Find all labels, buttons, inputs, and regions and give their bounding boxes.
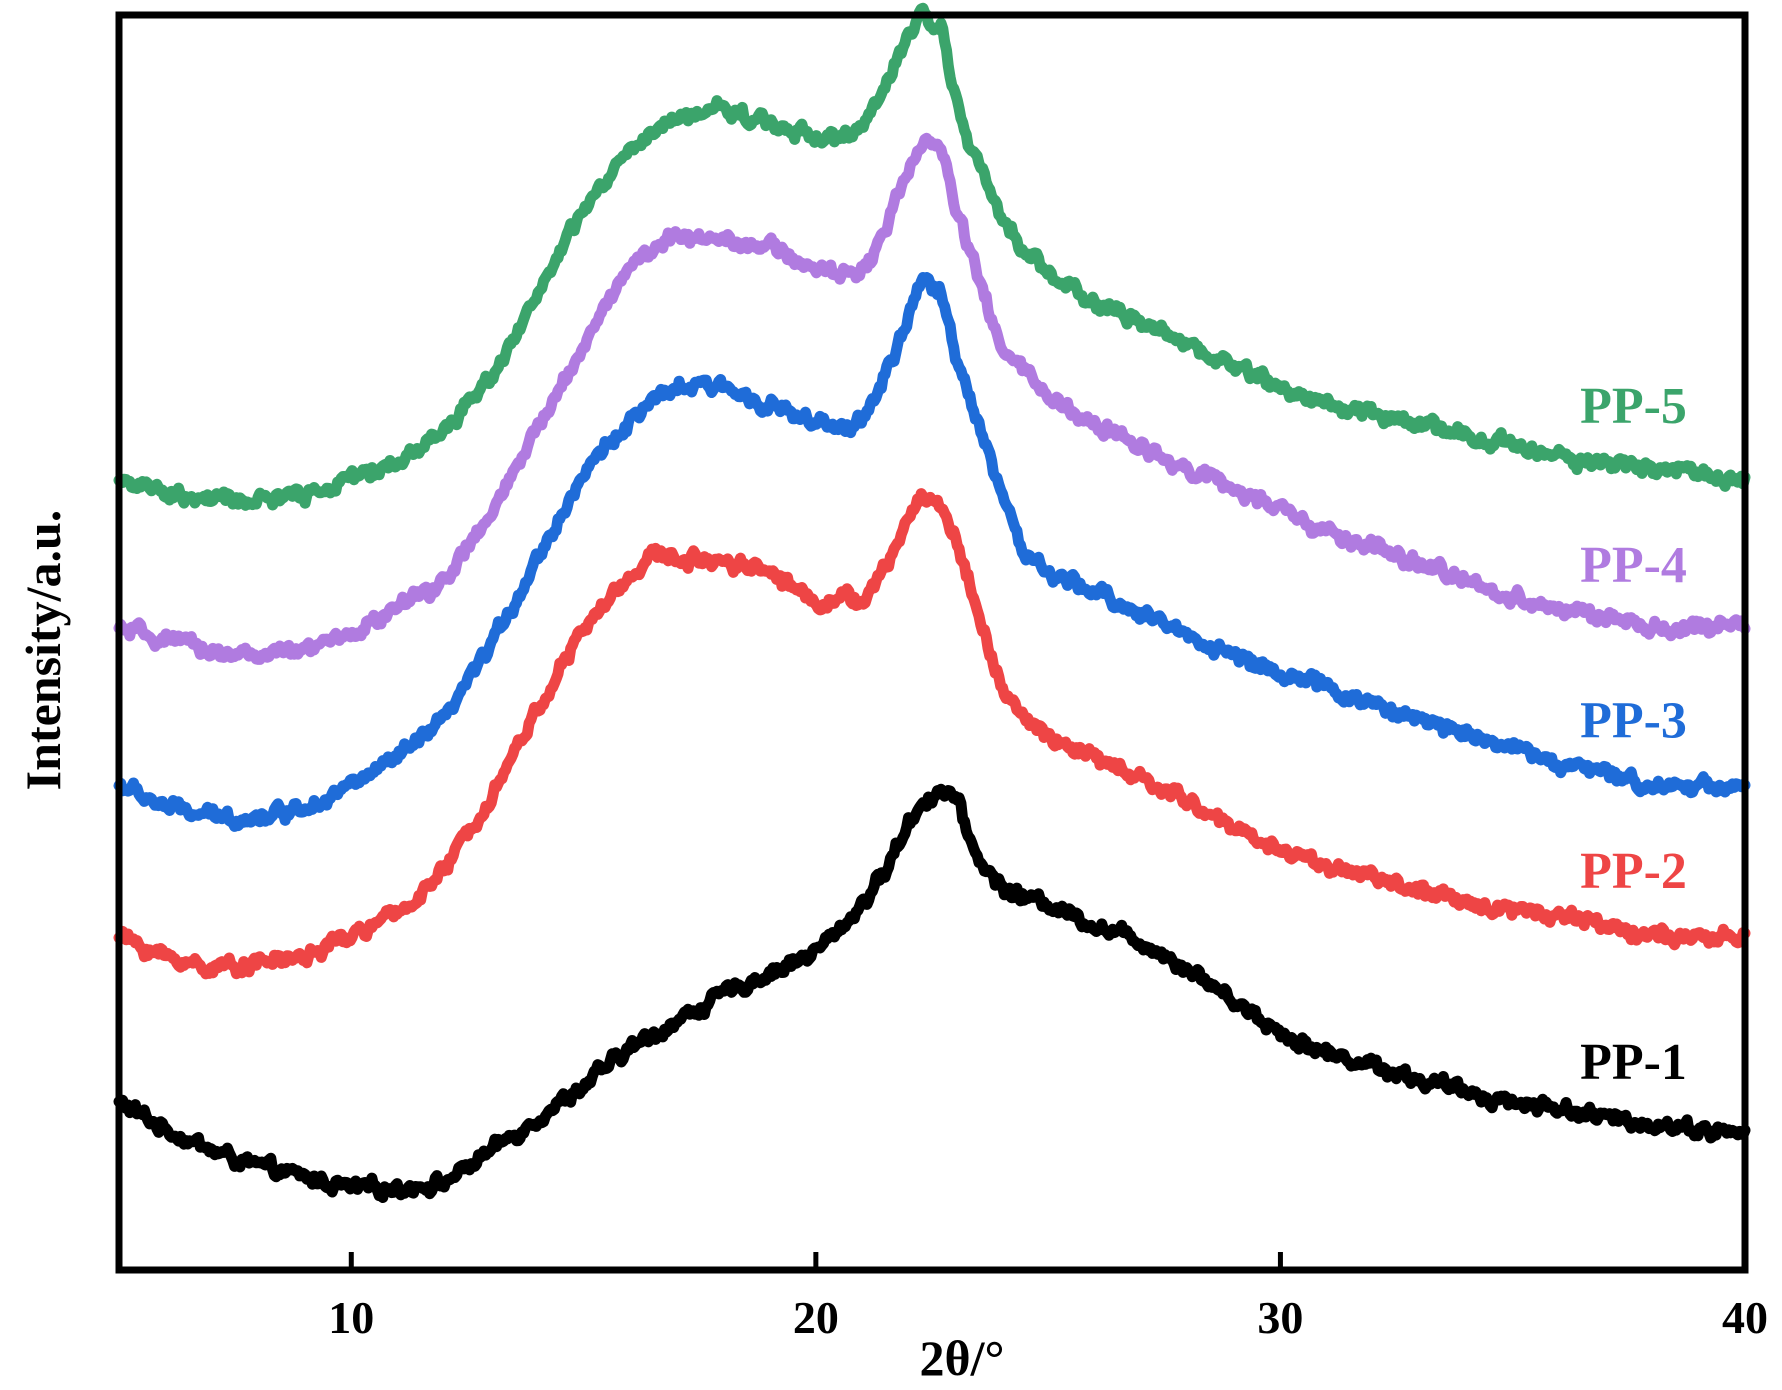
series-line-pp-1: [113, 783, 1751, 1203]
series-line-pp-4: [113, 132, 1751, 665]
x-tick-label-20: 20: [793, 1292, 839, 1343]
series-line-pp-2: [113, 488, 1751, 980]
series-label-layer: PP-1 PP-2 PP-3 PP-4 PP-5: [1580, 378, 1687, 1091]
x-tick-label-30: 30: [1257, 1292, 1303, 1343]
series-label-pp-5: PP-5: [1580, 378, 1687, 435]
series-label-pp-1: PP-1: [1580, 1034, 1687, 1091]
tick-layer: 10 20 30 40: [328, 1252, 1768, 1343]
series-line-pp-3: [113, 272, 1751, 832]
series-line-pp-5: [113, 2, 1751, 511]
y-axis-title: Intensity/a.u.: [15, 510, 71, 791]
series-label-pp-2: PP-2: [1580, 843, 1687, 900]
x-tick-label-10: 10: [328, 1292, 374, 1343]
x-axis-title: 2θ/°: [920, 1330, 1005, 1386]
series-layer: [113, 2, 1751, 1203]
plot-frame: [115, 11, 1749, 1274]
series-label-pp-3: PP-3: [1580, 693, 1687, 750]
series-label-pp-4: PP-4: [1580, 537, 1687, 594]
x-tick-label-40: 40: [1722, 1292, 1768, 1343]
